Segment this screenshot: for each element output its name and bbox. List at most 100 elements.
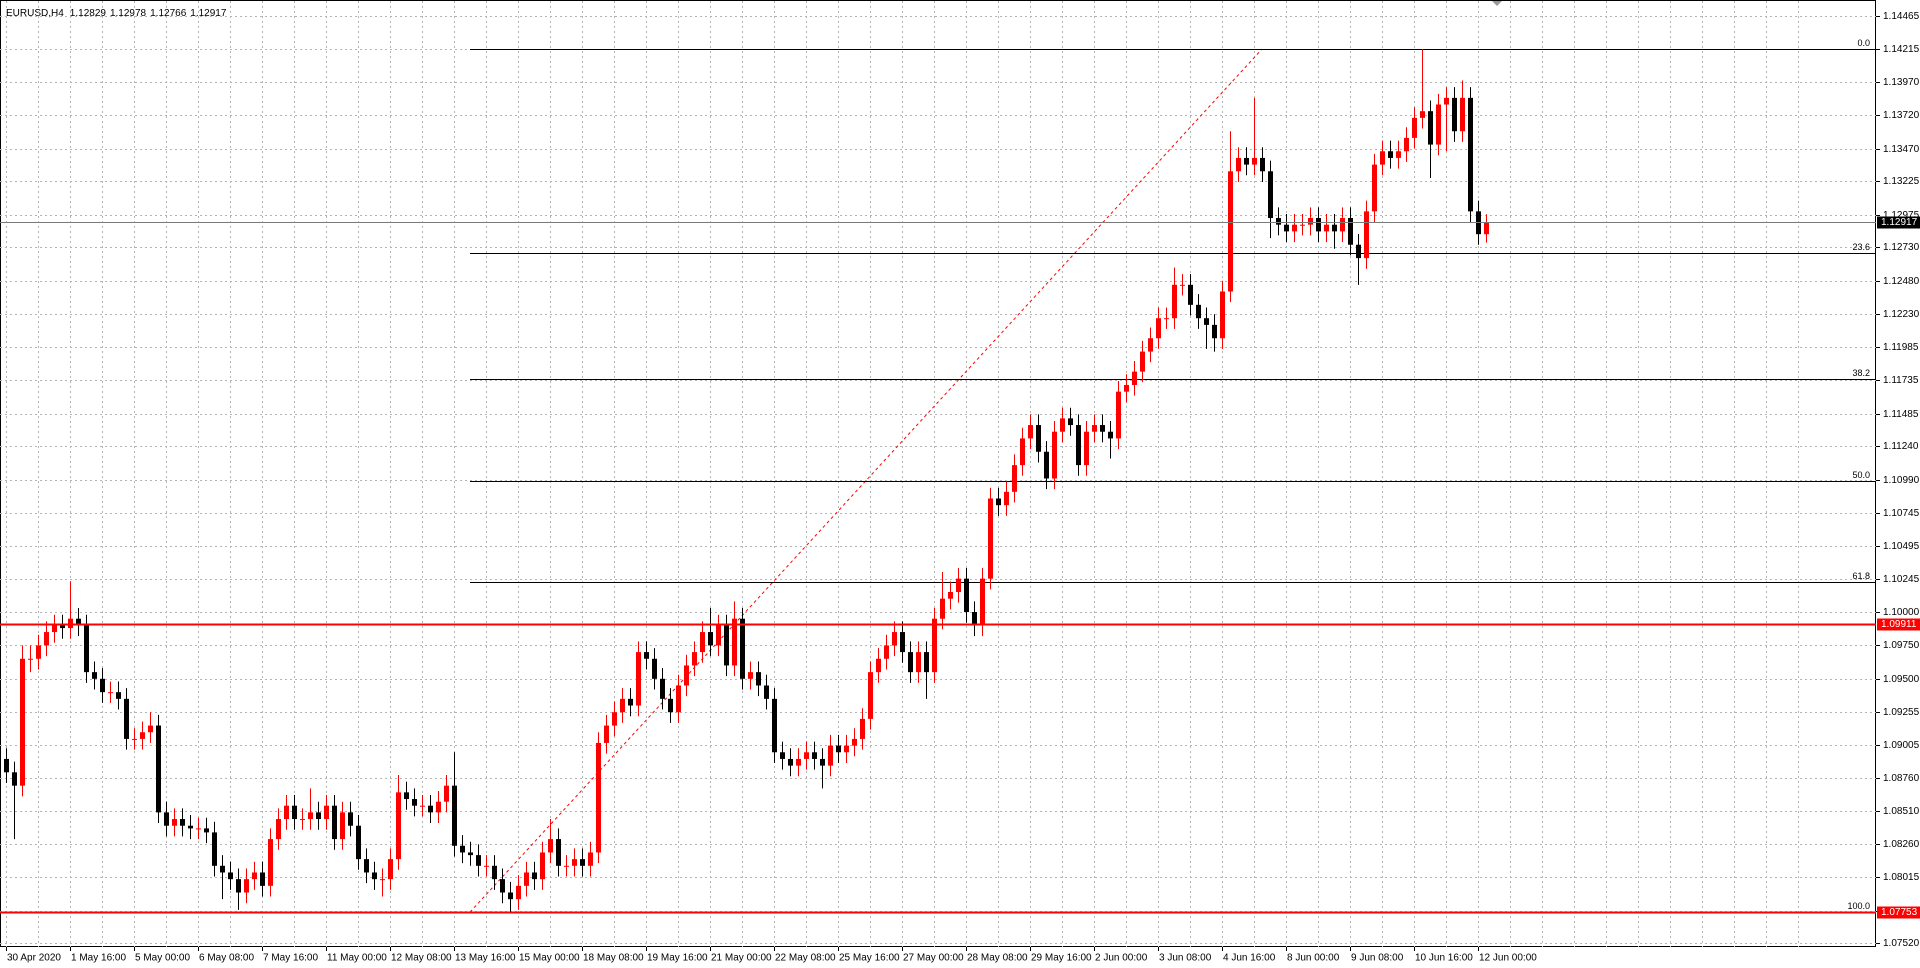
symbol: EURUSD,H4 (6, 8, 64, 19)
y-tick-label: 1.12975 (1883, 210, 1920, 221)
candle-body (1140, 351, 1145, 372)
candle-body (1156, 318, 1161, 339)
candle-body (148, 725, 153, 733)
candle-body (28, 658, 33, 660)
horizontal-line-box (1877, 906, 1920, 919)
candle-body (220, 865, 225, 873)
candle-body (236, 879, 241, 893)
candle-body (316, 812, 321, 820)
candle-body (948, 591, 953, 599)
y-tick-label: 1.12480 (1883, 276, 1920, 287)
candle-body (1348, 218, 1353, 245)
candle-body (1260, 157, 1265, 172)
candle-body (20, 658, 25, 786)
fib-level-label: 38.2 (1852, 368, 1870, 378)
y-tick-label: 1.11735 (1883, 375, 1919, 386)
candle-body (932, 618, 937, 673)
candle-body (1028, 425, 1033, 439)
x-tick-label: 12 May 08:00 (391, 953, 452, 964)
x-tick-label: 12 Jun 00:00 (1479, 953, 1537, 964)
horizontal-line-label: 1.07753 (1881, 907, 1918, 918)
candle-body (1124, 384, 1129, 392)
y-tick-label: 1.11485 (1883, 409, 1919, 420)
candle-body (1228, 171, 1233, 292)
candle-body (620, 698, 625, 713)
candle-body (1060, 418, 1065, 432)
candle-body (436, 801, 441, 813)
current-price-label: 1.12917 (1881, 217, 1918, 228)
x-tick-label: 5 May 00:00 (135, 953, 190, 964)
candle-body (428, 805, 433, 813)
x-tick-label: 25 May 16:00 (839, 953, 900, 964)
x-tick-label: 29 May 16:00 (1031, 953, 1092, 964)
candle-body (1436, 104, 1441, 145)
candle-body (572, 859, 577, 866)
header-close: 1.12917 (190, 8, 227, 19)
y-tick-label: 1.13970 (1883, 77, 1920, 88)
candle-body (140, 732, 145, 739)
y-tick-label: 1.11985 (1883, 342, 1919, 353)
candle-body (500, 879, 505, 893)
candle-body (844, 745, 849, 753)
candle-body (956, 578, 961, 592)
candle-body (516, 885, 521, 900)
candle-body (1068, 418, 1073, 426)
candle-body (156, 725, 161, 813)
candle-body (308, 812, 313, 820)
y-tick-label: 1.10000 (1883, 607, 1920, 618)
candle-body (1108, 431, 1113, 439)
plot-frame (0, 0, 1876, 947)
candle-body (228, 872, 233, 880)
y-tick-label: 1.10495 (1883, 541, 1920, 552)
x-tick-label: 3 Jun 08:00 (1159, 953, 1212, 964)
candle-body (188, 825, 193, 829)
candle-body (700, 632, 705, 653)
candle-body (1212, 324, 1217, 339)
candle-body (820, 758, 825, 766)
fib-level-label: 61.8 (1852, 571, 1870, 581)
y-tick-label: 1.10245 (1883, 574, 1920, 585)
candle-body (1252, 157, 1257, 165)
candle-body (52, 625, 57, 633)
x-tick-label: 28 May 08:00 (967, 953, 1028, 964)
candle-body (1356, 244, 1361, 259)
candle-body (1044, 451, 1049, 479)
candle-body (1220, 291, 1225, 339)
candle-body (476, 855, 481, 866)
candle-body (788, 758, 793, 766)
x-tick-label: 9 Jun 08:00 (1351, 953, 1404, 964)
candle-body (1388, 151, 1393, 158)
candle-body (1012, 465, 1017, 492)
x-tick-label: 2 Jun 00:00 (1095, 953, 1148, 964)
fib-level-label: 50.0 (1852, 470, 1870, 480)
x-tick-label: 6 May 08:00 (199, 953, 254, 964)
candle-body (1180, 284, 1185, 286)
candle-body (1092, 425, 1097, 432)
y-tick-label: 1.08015 (1883, 872, 1920, 883)
candle-body (372, 872, 377, 880)
x-tick-label: 8 Jun 00:00 (1287, 953, 1340, 964)
candle-body (404, 792, 409, 800)
candle-body (660, 678, 665, 699)
candle-body (1412, 117, 1417, 138)
fib-level-label: 0.0 (1857, 38, 1870, 48)
candle-body (692, 652, 697, 666)
y-tick-label: 1.07520 (1883, 938, 1920, 949)
candle-body (364, 859, 369, 873)
y-tick-label: 1.13720 (1883, 110, 1920, 121)
x-tick-label: 18 May 08:00 (583, 953, 644, 964)
candle-body (812, 752, 817, 759)
x-tick-label: 21 May 00:00 (711, 953, 772, 964)
candle-body (1380, 151, 1385, 165)
candle-body (556, 839, 561, 866)
candle-body (924, 652, 929, 673)
candle-body (1324, 224, 1329, 232)
header-high: 1.12978 (110, 8, 147, 19)
candle-body (340, 812, 345, 840)
candle-body (1052, 431, 1057, 479)
x-tick-label: 11 May 00:00 (327, 953, 387, 964)
candle-body (740, 618, 745, 679)
candle-body (748, 672, 753, 679)
candle-body (1420, 111, 1425, 118)
candle-body (1268, 171, 1273, 219)
